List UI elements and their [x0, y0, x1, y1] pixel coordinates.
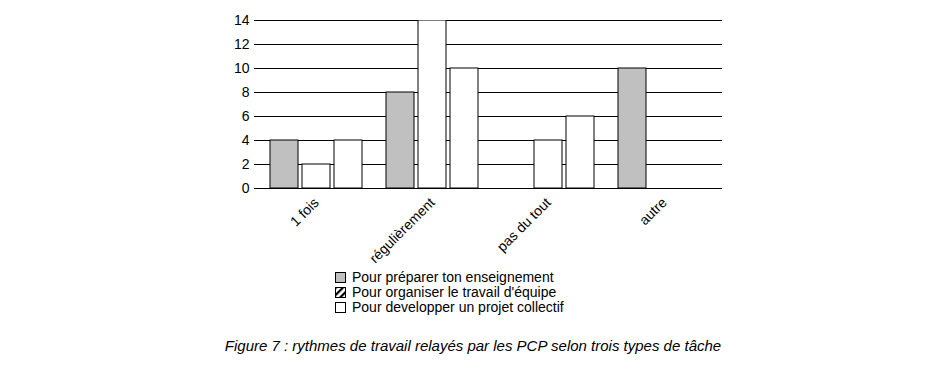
- html-text:Pour developper un projet coll: Pour developper un projet collectif: [352, 299, 564, 315]
- svg-text:6: 6: [242, 108, 250, 124]
- svg-text:1 fois: 1 fois: [287, 194, 322, 229]
- svg-text:8: 8: [242, 84, 250, 100]
- svg-text:4: 4: [242, 132, 250, 148]
- svg-text:10: 10: [234, 60, 250, 76]
- html-text:Figure 7 : rythmes de travail: Figure 7 : rythmes de travail relayés pa…: [224, 337, 722, 354]
- svg-text:régulièrement: régulièrement: [366, 194, 438, 266]
- svg-text:pas du tout: pas du tout: [493, 194, 553, 254]
- svg-text:0: 0: [242, 180, 250, 196]
- html-text:Pour préparer ton enseignement: Pour préparer ton enseignement: [352, 269, 554, 285]
- svg-text:14: 14: [234, 12, 250, 28]
- svg-text:autre: autre: [636, 194, 670, 228]
- html-text:Pour organiser le travail d'éq: Pour organiser le travail d'équipe: [352, 284, 557, 300]
- svg-text:12: 12: [234, 36, 250, 52]
- svg-text:2: 2: [242, 156, 250, 172]
